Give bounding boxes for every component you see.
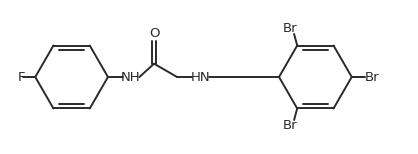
Text: F: F xyxy=(17,71,25,83)
Text: Br: Br xyxy=(283,22,298,35)
Text: Br: Br xyxy=(364,71,379,83)
Text: Br: Br xyxy=(283,119,298,132)
Text: NH: NH xyxy=(121,71,141,83)
Text: HN: HN xyxy=(190,71,210,83)
Text: O: O xyxy=(149,27,159,40)
